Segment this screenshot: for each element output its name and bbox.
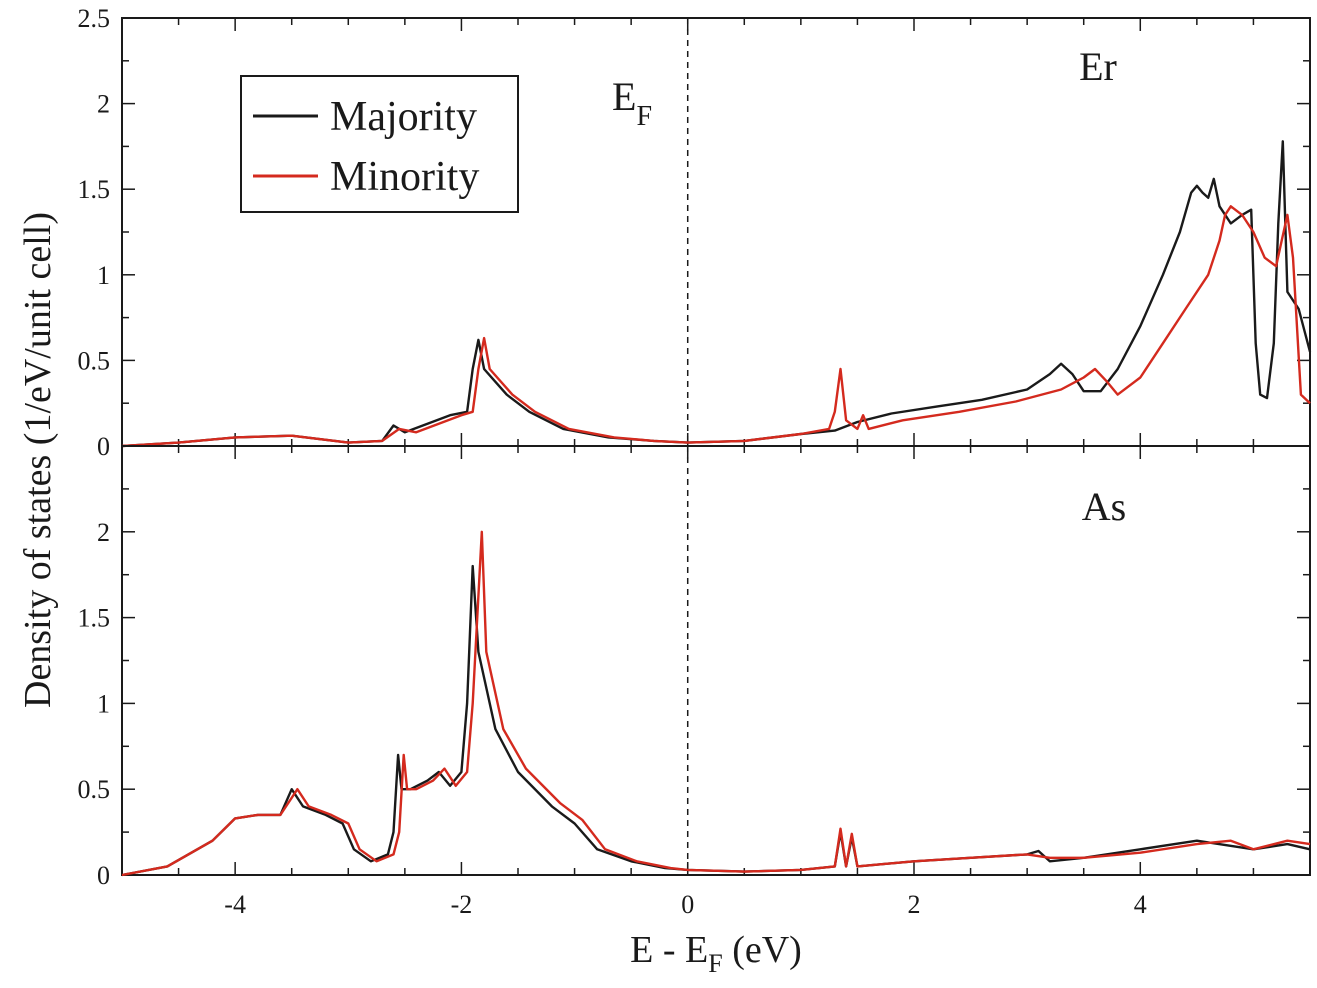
legend-label-majority: Majority <box>330 94 477 140</box>
panel-frame-as <box>121 445 1311 876</box>
y-tick-label: 1.5 <box>78 604 111 633</box>
legend-label-minority: Minority <box>330 154 479 200</box>
y-axis-title: Density of states (1/eV/unit cell) <box>17 212 59 708</box>
y-tick-label: 2 <box>97 90 110 119</box>
y-tick-label: 0.5 <box>78 775 111 804</box>
x-tick-label: 2 <box>908 890 921 919</box>
y-tick-label: 1 <box>97 261 110 290</box>
y-tick-label: 1 <box>97 689 110 718</box>
y-tick-label: 2 <box>97 518 110 547</box>
x-tick-label: 0 <box>681 890 694 919</box>
legend-box <box>240 75 519 213</box>
y-tick-label: 0 <box>97 861 110 890</box>
series-line-minority-er <box>121 205 1311 448</box>
y-tick-label: 0.5 <box>78 346 111 375</box>
x-tick-label: -4 <box>224 890 246 919</box>
series-line-majority-as <box>121 564 1311 877</box>
fermi-label: EF <box>612 74 652 132</box>
y-tick-label: 2.5 <box>78 4 111 33</box>
x-tick-label: 4 <box>1134 890 1147 919</box>
series-line-majority-er <box>121 140 1312 448</box>
panel-label-er: Er <box>1079 44 1117 89</box>
y-tick-label: 1.5 <box>78 175 111 204</box>
series-line-minority-as <box>121 530 1311 877</box>
y-tick-label: 0 <box>97 432 110 461</box>
x-axis-title: E - EF (eV) <box>630 929 802 978</box>
panel-label-as: As <box>1082 484 1126 529</box>
x-tick-label: -2 <box>451 890 473 919</box>
